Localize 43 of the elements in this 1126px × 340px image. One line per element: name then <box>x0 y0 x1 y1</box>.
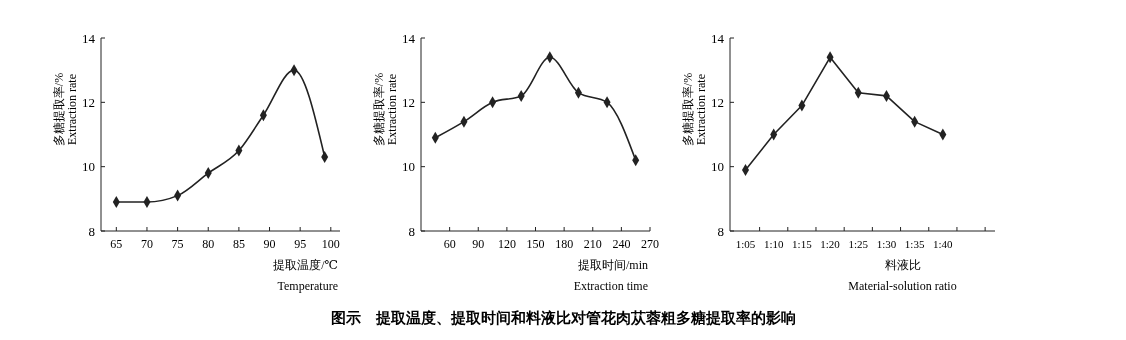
x-tick-label: 1:20 <box>820 238 841 250</box>
y-tick-label: 12 <box>402 94 415 110</box>
x-axis-title: 料液比 Material-solution ratio <box>848 258 957 293</box>
x-tick-label: 210 <box>583 237 602 251</box>
x-axis-title: 提取时间/min Extraction time <box>573 258 648 293</box>
x-tick-label: 1:15 <box>792 238 813 250</box>
x-tick-label: 1:10 <box>763 238 784 250</box>
y-tick-label: 8 <box>88 223 95 239</box>
text: 图示 提取温度、提取时间和料液比对管花肉苁蓉粗多糖提取率的影响 <box>330 309 796 327</box>
y-tick-label: 14 <box>711 30 725 46</box>
x-tick-label: 240 <box>612 237 631 251</box>
x-tick-label: 65 <box>110 237 123 251</box>
y-axis-title: 多糖提取率/% Extraction rate <box>372 72 399 147</box>
x-tick-label: 120 <box>497 237 516 251</box>
y-tick-label: 14 <box>402 30 416 46</box>
x-tick-label: 60 <box>443 237 456 251</box>
x-tick-label: 270 <box>641 237 659 251</box>
y-tick-label: 10 <box>82 159 95 175</box>
x-tick-label: 150 <box>526 237 545 251</box>
y-tick-label: 14 <box>82 30 96 46</box>
x-tick-label: 1:05 <box>735 238 756 250</box>
y-tick-label: 8 <box>717 223 724 239</box>
y-tick-label: 10 <box>402 159 415 175</box>
x-tick-label: 85 <box>232 237 245 251</box>
x-tick-label: 75 <box>171 237 184 251</box>
x-tick-label: 1:40 <box>933 238 954 250</box>
x-axis-title: 提取温度/℃ Temperature <box>273 258 338 293</box>
y-tick-label: 8 <box>408 223 415 239</box>
x-tick-label: 90 <box>263 237 276 251</box>
y-tick-label: 10 <box>711 159 724 175</box>
x-tick-label: 1:25 <box>848 238 869 250</box>
x-tick-label: 1:30 <box>876 238 897 250</box>
x-tick-label: 100 <box>321 237 340 251</box>
x-tick-label: 1:35 <box>904 238 925 250</box>
y-axis-title: 多糖提取率/% Extraction rate <box>681 72 708 147</box>
x-tick-label: 80 <box>202 237 215 251</box>
y-tick-label: 12 <box>82 94 95 110</box>
y-axis-title: 多糖提取率/% Extraction rate <box>52 72 79 147</box>
x-tick-label: 180 <box>555 237 574 251</box>
x-tick-label: 95 <box>294 237 307 251</box>
x-tick-label: 70 <box>140 237 153 251</box>
y-tick-label: 12 <box>711 94 724 110</box>
x-tick-label: 90 <box>472 237 485 251</box>
